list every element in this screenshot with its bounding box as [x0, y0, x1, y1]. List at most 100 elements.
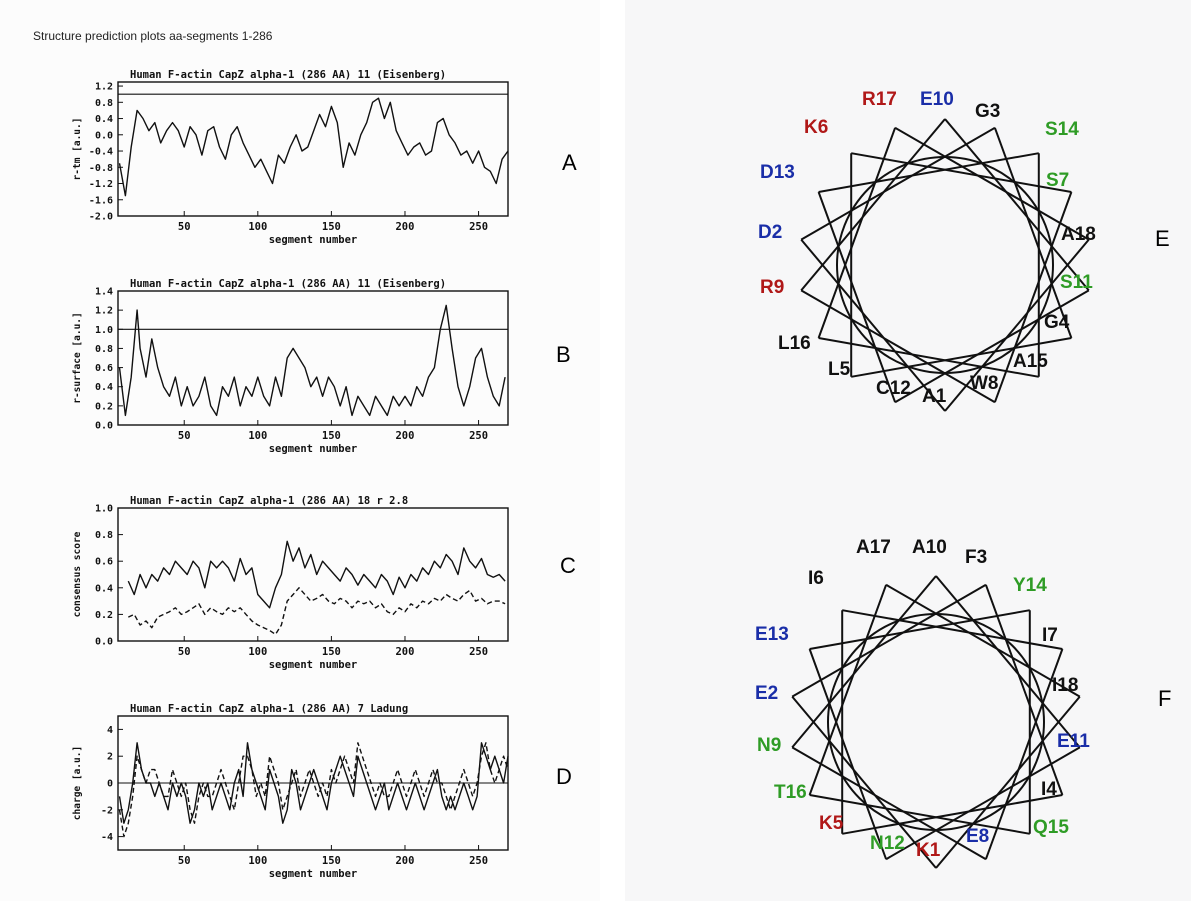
y-tick-label: 0.2 — [95, 401, 113, 412]
right-figure-background — [625, 0, 1191, 901]
wheel-e-segment — [818, 337, 1039, 378]
wheel-e-segment — [993, 127, 1073, 339]
x-tick-label: 200 — [395, 221, 414, 233]
plot-c-title: Human F-actin CapZ alpha-1 (286 AA) 18 r… — [130, 495, 408, 507]
residue-e11: E11 — [1057, 731, 1090, 752]
wheel-f-segment — [809, 609, 1030, 650]
residue-c12: C12 — [876, 378, 911, 399]
series-line-1 — [118, 304, 506, 417]
x-tick-label: 250 — [469, 221, 488, 233]
residue-l5: L5 — [828, 359, 851, 380]
residue-s7: S7 — [1046, 170, 1069, 191]
y-axis-label: charge [a.u.] — [72, 746, 83, 820]
panel-label-b: B — [556, 342, 571, 367]
residue-k6: K6 — [804, 117, 828, 138]
x-tick-label: 100 — [248, 221, 267, 233]
x-tick-label: 250 — [469, 646, 488, 658]
y-tick-label: -0.8 — [89, 163, 113, 174]
residue-e8: E8 — [966, 826, 989, 847]
wheel-e-segment — [800, 118, 946, 292]
y-tick-label: 4 — [107, 725, 113, 736]
wheel-e-circle — [836, 156, 1054, 374]
left-figure-background — [0, 0, 600, 901]
wheel-e-segment — [993, 191, 1073, 403]
wheel-f-segment — [885, 746, 1081, 861]
x-tick-label: 250 — [469, 855, 488, 867]
y-tick-label: -0.4 — [89, 147, 113, 158]
x-tick-label: 100 — [248, 855, 267, 867]
wheel-f-segment — [791, 746, 987, 861]
residue-i18: I18 — [1052, 675, 1078, 696]
y-tick-label: 1.2 — [95, 82, 113, 93]
y-tick-label: 0.8 — [95, 530, 113, 541]
residue-a18: A18 — [1061, 224, 1096, 245]
y-axis-label: consensus score — [72, 531, 83, 617]
helical-wheel-f: A17 A10 F3 I6 Y14 E13 I7 E2 I18 N9 E11 I… — [755, 537, 1090, 869]
panel-label-a: A — [562, 150, 577, 175]
line-plots: Human F-actin CapZ alpha-1 (286 AA) 11 (… — [72, 69, 509, 880]
series-line-2 — [118, 742, 509, 838]
residue-d13: D13 — [760, 162, 795, 183]
wheel-f-segment — [808, 648, 888, 860]
series-line-1 — [118, 742, 509, 824]
page-title: Structure prediction plots aa-segments 1… — [33, 29, 273, 43]
x-axis-label: segment number — [269, 234, 358, 246]
wheel-e-segment — [817, 127, 897, 339]
y-tick-label: 1.4 — [95, 287, 113, 298]
wheel-f-segment — [809, 794, 1030, 835]
residue-k1: K1 — [916, 840, 941, 861]
x-tick-label: 50 — [178, 646, 191, 658]
y-tick-label: 0.8 — [95, 98, 113, 109]
plot-d: Human F-actin CapZ alpha-1 (286 AA) 7 La… — [72, 703, 509, 880]
wheel-f-segment — [984, 648, 1064, 860]
residue-n12: N12 — [870, 833, 905, 854]
y-tick-label: 1.0 — [95, 325, 113, 336]
plot-c: Human F-actin CapZ alpha-1 (286 AA) 18 r… — [72, 495, 509, 671]
residue-k5: K5 — [819, 813, 844, 834]
x-tick-label: 100 — [248, 646, 267, 658]
plot-b-frame — [117, 290, 509, 426]
wheel-f-segment — [984, 584, 1064, 796]
x-tick-label: 50 — [178, 221, 191, 233]
residue-s14: S14 — [1045, 119, 1079, 140]
y-tick-label: 0.2 — [95, 610, 113, 621]
residue-i4: I4 — [1041, 779, 1057, 800]
x-tick-label: 50 — [178, 430, 191, 442]
wheel-f-segment — [935, 575, 1081, 749]
y-tick-label: -2.0 — [89, 212, 113, 223]
residue-t16: T16 — [774, 782, 807, 803]
residue-l16: L16 — [778, 333, 811, 354]
y-tick-label: 0.0 — [95, 130, 113, 141]
panel-label-c: C — [560, 553, 576, 578]
x-tick-label: 100 — [248, 430, 267, 442]
wheel-e-segment — [851, 337, 1072, 378]
residue-r17: R17 — [862, 89, 897, 110]
x-tick-label: 150 — [322, 855, 341, 867]
wheel-e-segment — [894, 289, 1090, 404]
residue-i6: I6 — [808, 568, 824, 589]
x-tick-label: 50 — [178, 855, 191, 867]
y-tick-label: 0.0 — [95, 637, 113, 648]
y-tick-label: 0.6 — [95, 363, 113, 374]
y-tick-label: -2 — [101, 805, 113, 816]
y-tick-label: 1.0 — [95, 504, 113, 515]
wheel-f-segment — [791, 575, 937, 749]
plot-d-title: Human F-actin CapZ alpha-1 (286 AA) 7 La… — [130, 703, 408, 715]
residue-e10: E10 — [920, 89, 954, 110]
panel-label-f: F — [1158, 686, 1171, 711]
plot-a-frame — [117, 81, 509, 217]
plot-a: Human F-actin CapZ alpha-1 (286 AA) 11 (… — [72, 69, 509, 246]
residue-a17: A17 — [856, 537, 891, 558]
y-tick-label: 0.4 — [95, 114, 113, 125]
residue-s11: S11 — [1060, 272, 1093, 293]
residue-e2: E2 — [755, 683, 778, 704]
residue-g4: G4 — [1044, 312, 1070, 333]
wheel-f-segment — [935, 695, 1081, 869]
y-tick-label: 2 — [107, 752, 113, 763]
residue-r9: R9 — [760, 277, 784, 298]
residue-q15: Q15 — [1033, 817, 1069, 838]
wheel-e-segment — [817, 191, 897, 403]
helical-wheel-e: R17 E10 G3 K6 S14 D13 S7 A18 D2 S11 R9 G… — [758, 89, 1096, 412]
wheel-e-segment — [800, 289, 996, 404]
